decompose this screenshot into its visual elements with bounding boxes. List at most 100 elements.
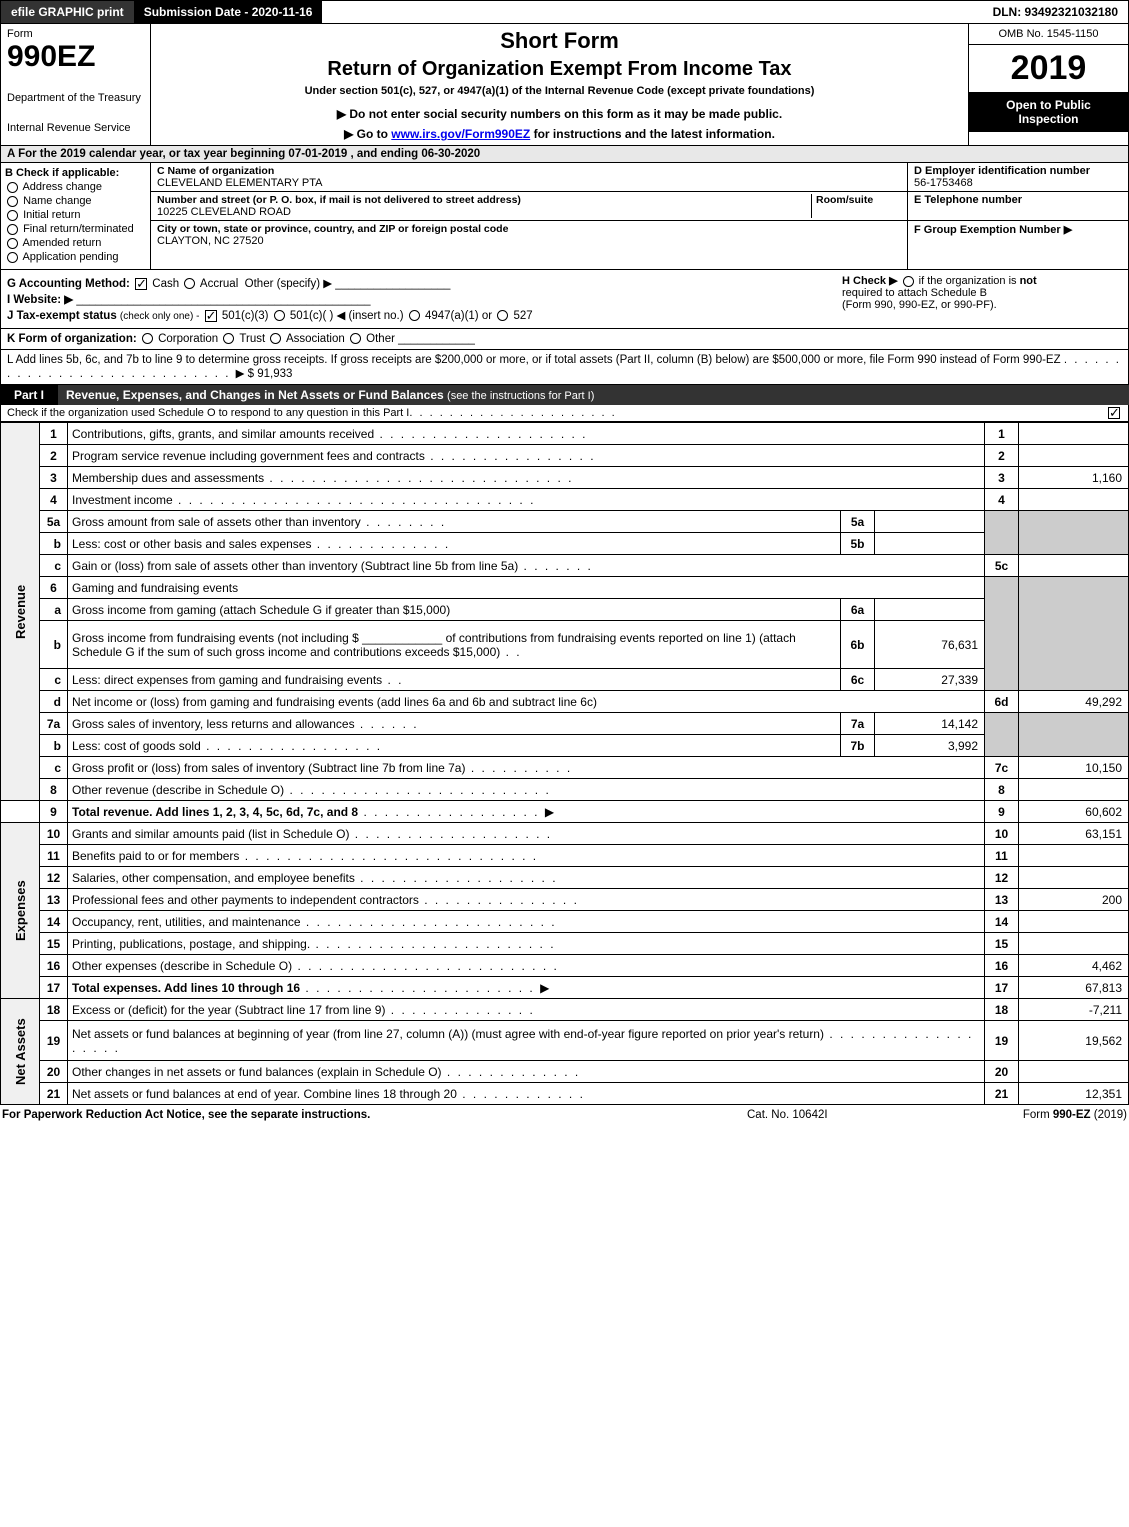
j-o2: 501(c)( ) ◀ (insert no.) — [290, 310, 404, 322]
header-left: Form 990EZ Department of the Treasury In… — [1, 24, 151, 145]
line-num: 11 — [40, 845, 68, 867]
inner-val — [875, 533, 985, 555]
k-label: K Form of organization: — [7, 333, 137, 345]
line-rnum: 15 — [985, 933, 1019, 955]
header-right: OMB No. 1545-1150 2019 Open to Public In… — [968, 24, 1128, 145]
submission-button[interactable]: Submission Date - 2020-11-16 — [134, 1, 323, 23]
line-desc: Other revenue (describe in Schedule O) .… — [68, 779, 985, 801]
section-c: C Name of organization CLEVELAND ELEMENT… — [151, 163, 908, 269]
line-num: d — [40, 691, 68, 713]
cb-label: Amended return — [22, 237, 101, 249]
cb-501c[interactable] — [274, 310, 285, 321]
inner-val: 27,339 — [875, 669, 985, 691]
g-cash: Cash — [152, 278, 179, 290]
line-desc: Total revenue. Add lines 1, 2, 3, 4, 5c,… — [68, 801, 985, 823]
irs-link[interactable]: www.irs.gov/Form990EZ — [391, 127, 530, 141]
efile-button[interactable]: efile GRAPHIC print — [1, 1, 134, 23]
part1-subtitle: (see the instructions for Part I) — [447, 390, 594, 402]
footer-left: For Paperwork Reduction Act Notice, see … — [2, 1109, 747, 1121]
l-row: L Add lines 5b, 6c, and 7b to line 9 to … — [0, 350, 1129, 385]
tax-year-row: A For the 2019 calendar year, or tax yea… — [0, 146, 1129, 163]
k-o3: Association — [286, 333, 345, 345]
line-num: 6 — [40, 577, 68, 599]
line-desc: Gross profit or (loss) from sales of inv… — [68, 757, 985, 779]
cb-label: Application pending — [22, 251, 118, 263]
line-desc: Gross income from gaming (attach Schedul… — [68, 599, 841, 621]
cb-527[interactable] — [497, 310, 508, 321]
h-checkbox[interactable] — [903, 276, 914, 287]
cb-cash[interactable] — [135, 278, 147, 290]
topbar: efile GRAPHIC print Submission Date - 20… — [0, 0, 1129, 24]
tel-label: E Telephone number — [914, 194, 1122, 206]
line-num: 8 — [40, 779, 68, 801]
cb-accrual[interactable] — [184, 278, 195, 289]
line-desc: Professional fees and other payments to … — [68, 889, 985, 911]
city-label: City or town, state or province, country… — [157, 223, 901, 235]
cb-final-return[interactable]: Final return/terminated — [5, 223, 146, 235]
omb-number: OMB No. 1545-1150 — [969, 24, 1128, 45]
cb-initial-return[interactable]: Initial return — [5, 209, 146, 221]
tax-year: 2019 — [969, 45, 1128, 92]
line-rval: 200 — [1019, 889, 1129, 911]
line-rval: 63,151 — [1019, 823, 1129, 845]
line-desc: Grants and similar amounts paid (list in… — [68, 823, 985, 845]
inner-num: 6b — [841, 621, 875, 669]
cb-amended-return[interactable]: Amended return — [5, 237, 146, 249]
line-rnum: 1 — [985, 423, 1019, 445]
line-desc: Less: cost of goods sold . . . . . . . .… — [68, 735, 841, 757]
line-desc: Net assets or fund balances at end of ye… — [68, 1083, 985, 1105]
line-desc: Excess or (deficit) for the year (Subtra… — [68, 999, 985, 1021]
line-rval — [1019, 911, 1129, 933]
line-num: 1 — [40, 423, 68, 445]
line-rval: -7,211 — [1019, 999, 1129, 1021]
form-label: Form — [7, 28, 144, 40]
line-desc: Net assets or fund balances at beginning… — [68, 1021, 985, 1061]
line-num: c — [40, 669, 68, 691]
c-name-label: C Name of organization — [157, 165, 901, 177]
inner-val — [875, 511, 985, 533]
shade-cell — [1019, 511, 1129, 555]
goto-pre: ▶ Go to — [344, 127, 391, 141]
line-num: 3 — [40, 467, 68, 489]
line-rnum: 8 — [985, 779, 1019, 801]
line-num: 20 — [40, 1061, 68, 1083]
line-rval — [1019, 1061, 1129, 1083]
g-accrual: Accrual — [200, 278, 238, 290]
line-rnum: 6d — [985, 691, 1019, 713]
dept-treasury: Department of the Treasury — [7, 92, 144, 104]
section-b: B Check if applicable: Address change Na… — [1, 163, 151, 269]
short-form-title: Short Form — [155, 28, 964, 54]
line-rnum: 12 — [985, 867, 1019, 889]
j-label: J Tax-exempt status — [7, 310, 117, 322]
line-rnum: 21 — [985, 1083, 1019, 1105]
line-num: b — [40, 533, 68, 555]
line-rnum: 17 — [985, 977, 1019, 999]
cb-corp[interactable] — [142, 333, 153, 344]
inner-val: 76,631 — [875, 621, 985, 669]
line-rval: 12,351 — [1019, 1083, 1129, 1105]
i-label: I Website: ▶ — [7, 294, 73, 306]
cb-sched-o[interactable] — [1108, 407, 1120, 419]
line-rnum: 13 — [985, 889, 1019, 911]
cb-address-change[interactable]: Address change — [5, 181, 146, 193]
cb-assoc[interactable] — [270, 333, 281, 344]
cb-trust[interactable] — [223, 333, 234, 344]
cb-4947[interactable] — [409, 310, 420, 321]
netassets-side-label: Net Assets — [1, 999, 40, 1105]
k-o2: Trust — [239, 333, 265, 345]
j-o4: 527 — [513, 310, 532, 322]
line-rnum: 9 — [985, 801, 1019, 823]
line-desc: Membership dues and assessments . . . . … — [68, 467, 985, 489]
footer-mid: Cat. No. 10642I — [747, 1109, 947, 1121]
cb-501c3[interactable] — [205, 310, 217, 322]
line-rval — [1019, 489, 1129, 511]
cb-name-change[interactable]: Name change — [5, 195, 146, 207]
cb-other[interactable] — [350, 333, 361, 344]
cb-app-pending[interactable]: Application pending — [5, 251, 146, 263]
goto-line: ▶ Go to www.irs.gov/Form990EZ for instru… — [155, 127, 964, 141]
line-rval: 4,462 — [1019, 955, 1129, 977]
line-num: 19 — [40, 1021, 68, 1061]
line-num: 5a — [40, 511, 68, 533]
line-rnum: 10 — [985, 823, 1019, 845]
sched-o-dots: . . . . . . . . . . . . . . . . . . . . … — [409, 407, 1082, 419]
